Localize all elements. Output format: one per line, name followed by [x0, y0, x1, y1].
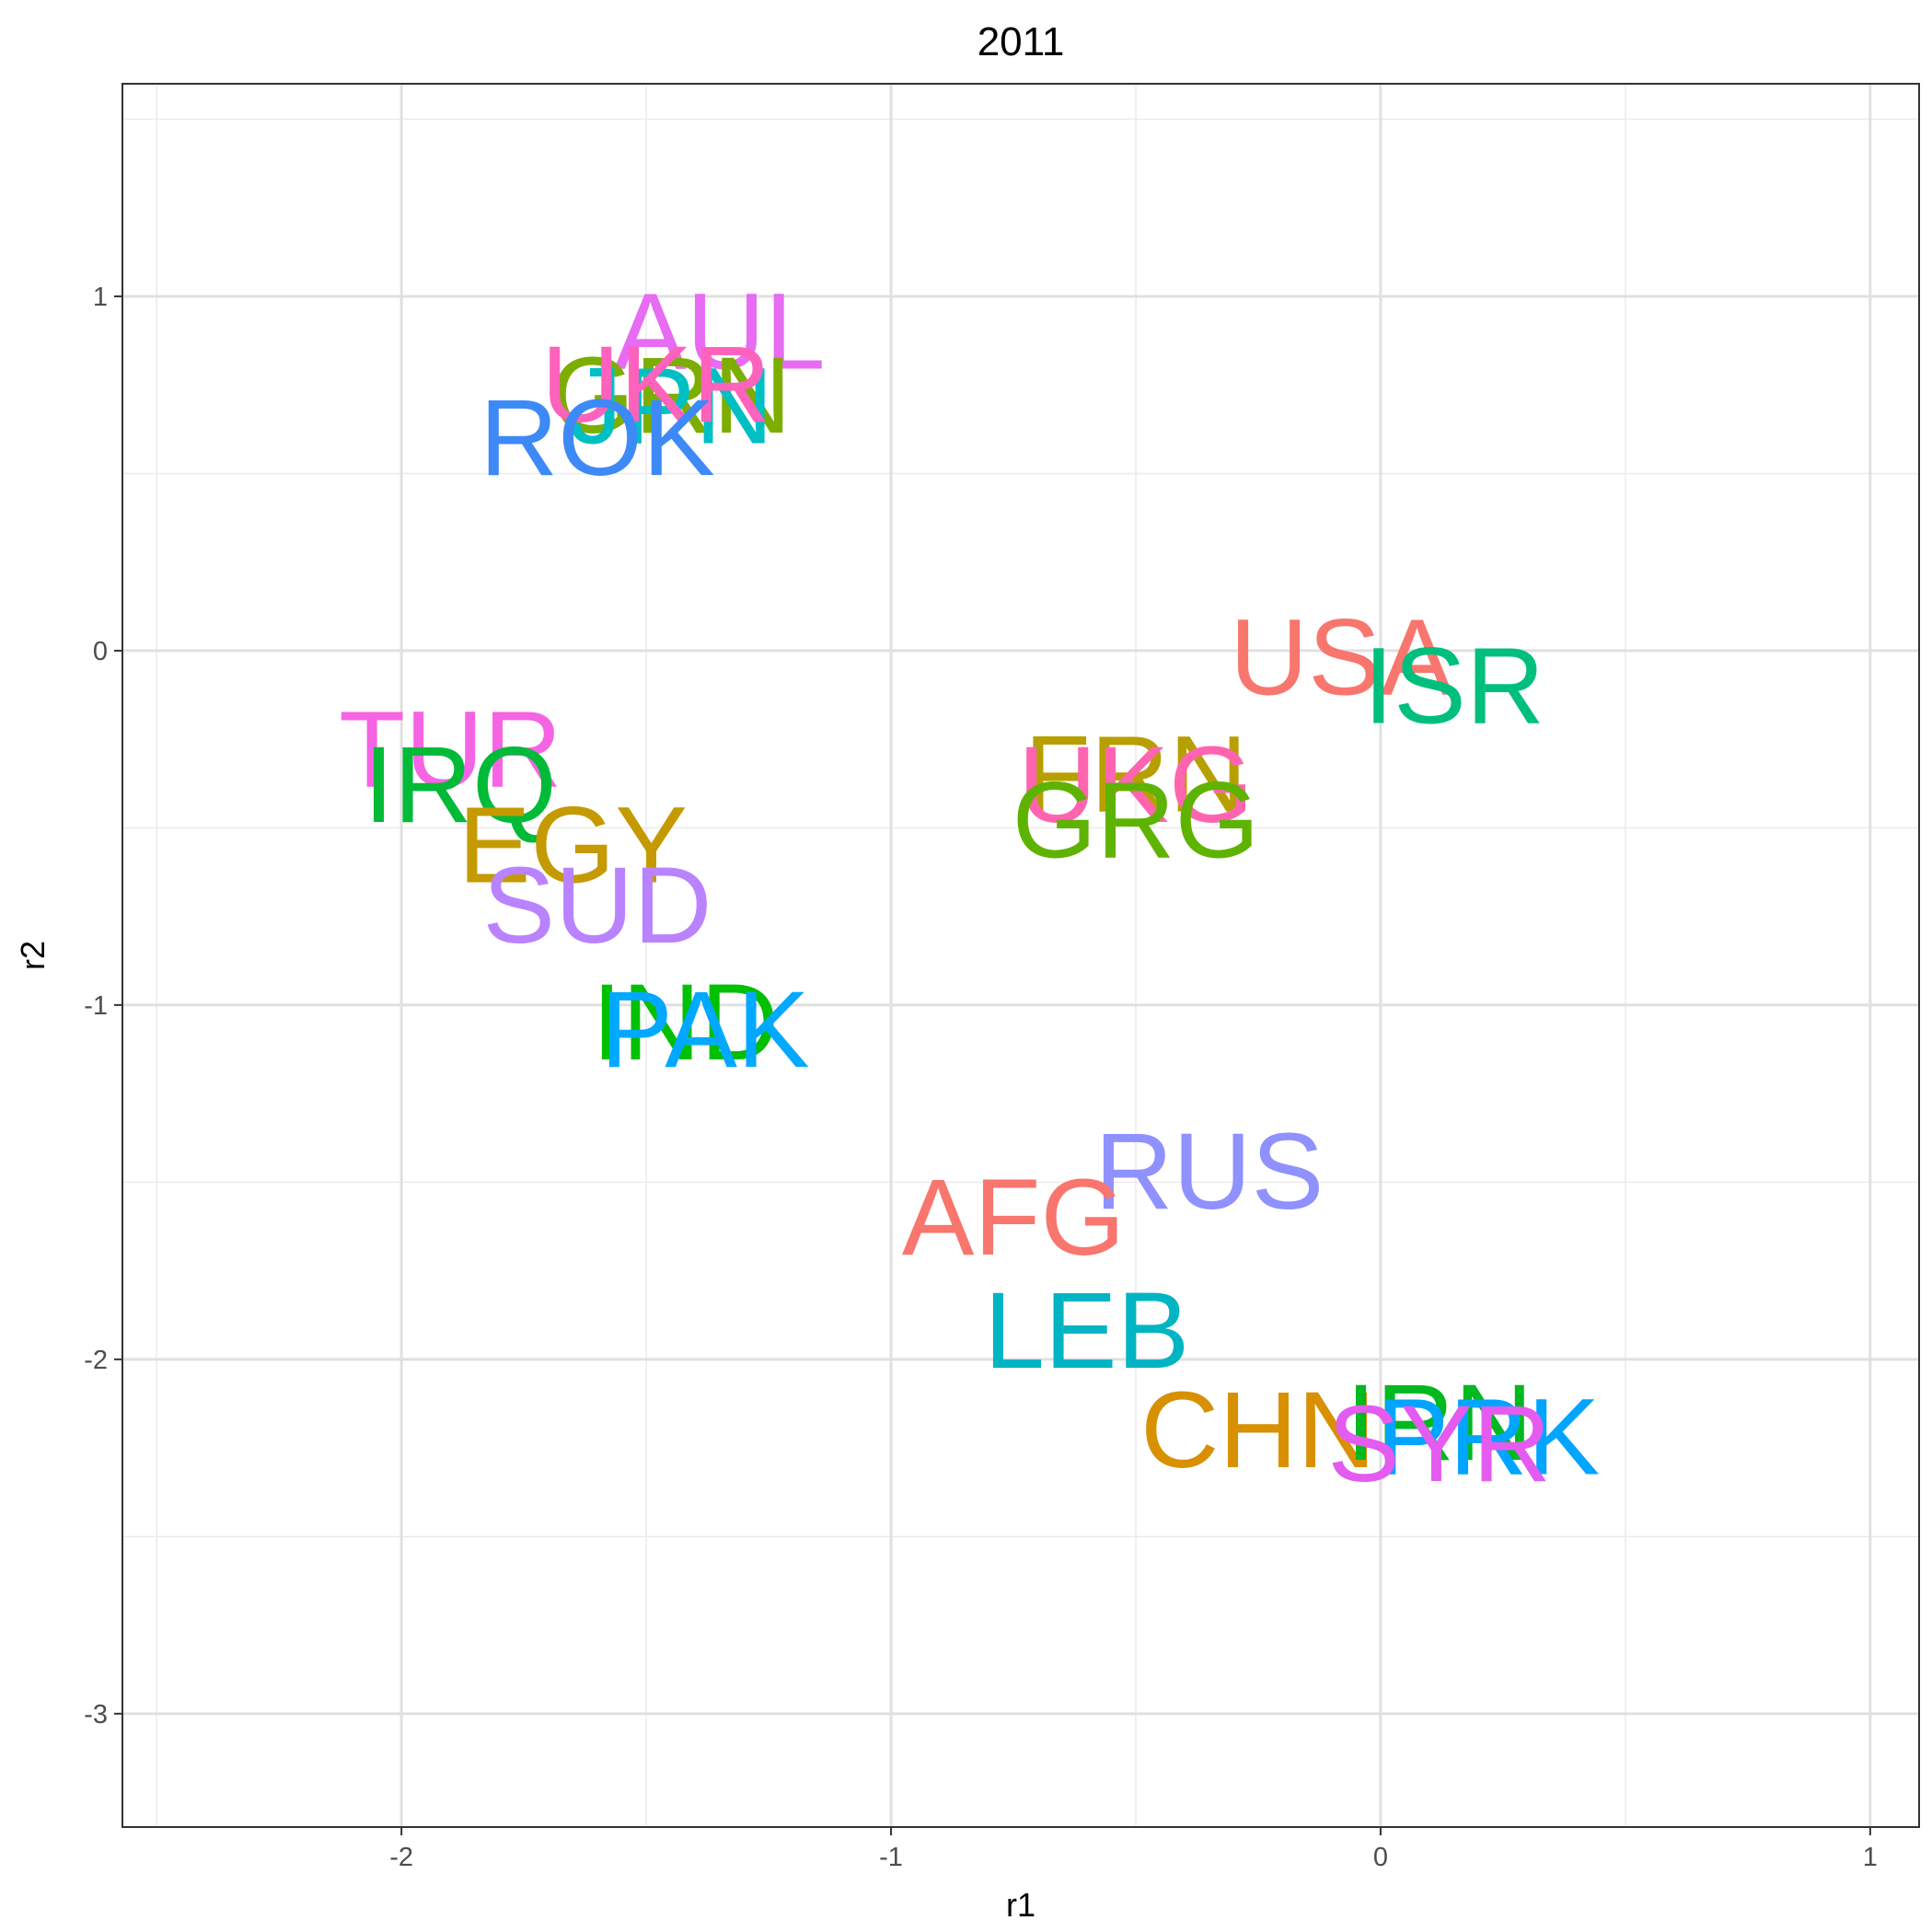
major-gridlines [122, 84, 1919, 1827]
point-label-syr: SYR [1327, 1383, 1551, 1505]
point-label-leb: LEB [984, 1270, 1189, 1392]
y-tick-label: 0 [93, 637, 108, 666]
point-label-egy: EGY [458, 785, 688, 907]
minor-gridlines [122, 84, 1919, 1827]
point-label-pak: PAK [600, 969, 809, 1091]
point-label-tur: TUR [339, 689, 562, 811]
point-label-prk: PRK [1377, 1377, 1601, 1498]
chart-title: 2011 [978, 19, 1065, 64]
point-label-irq: IRQ [364, 724, 557, 846]
x-tick-label: 0 [1373, 1843, 1388, 1872]
point-label-grn: GRN [550, 335, 792, 457]
x-axis-title: r1 [1006, 1886, 1035, 1924]
point-label-chn: CHN [1140, 1370, 1376, 1491]
point-label-sud: SUD [482, 845, 711, 966]
x-tick-label: -1 [879, 1843, 903, 1872]
point-label-rus: RUS [1094, 1111, 1324, 1232]
y-tick-label: -2 [84, 1346, 108, 1375]
x-axis-ticks: -2 -1 0 1 [389, 1827, 1878, 1872]
x-tick-label: -2 [389, 1843, 413, 1872]
point-label-rok: ROK [480, 377, 715, 499]
y-axis-ticks: -3 -2 -1 0 1 [84, 283, 122, 1730]
point-label-afg: AFG [902, 1157, 1126, 1278]
point-label-ukg: UKG [1018, 724, 1254, 846]
point-label-irn: IRN [1346, 1362, 1533, 1484]
point-label-isr: ISR [1363, 625, 1544, 746]
point-label-aul: AUL [614, 271, 826, 392]
y-tick-label: -1 [84, 991, 108, 1021]
point-label-ind: IND [592, 962, 779, 1083]
y-axis-title: r2 [14, 941, 52, 970]
point-label-usa: USA [1230, 597, 1453, 719]
y-tick-label: -3 [84, 1700, 108, 1730]
point-label-jpn: JPN [568, 345, 773, 467]
point-label-frn: FRN [1024, 714, 1248, 836]
point-label-grg: GRG [1012, 760, 1260, 882]
plot-border [121, 83, 1920, 1828]
x-tick-label: 1 [1863, 1843, 1878, 1872]
y-tick-label: 1 [93, 283, 108, 312]
point-label-ukr: UKR [541, 324, 770, 445]
plot-panel [122, 84, 1919, 1827]
